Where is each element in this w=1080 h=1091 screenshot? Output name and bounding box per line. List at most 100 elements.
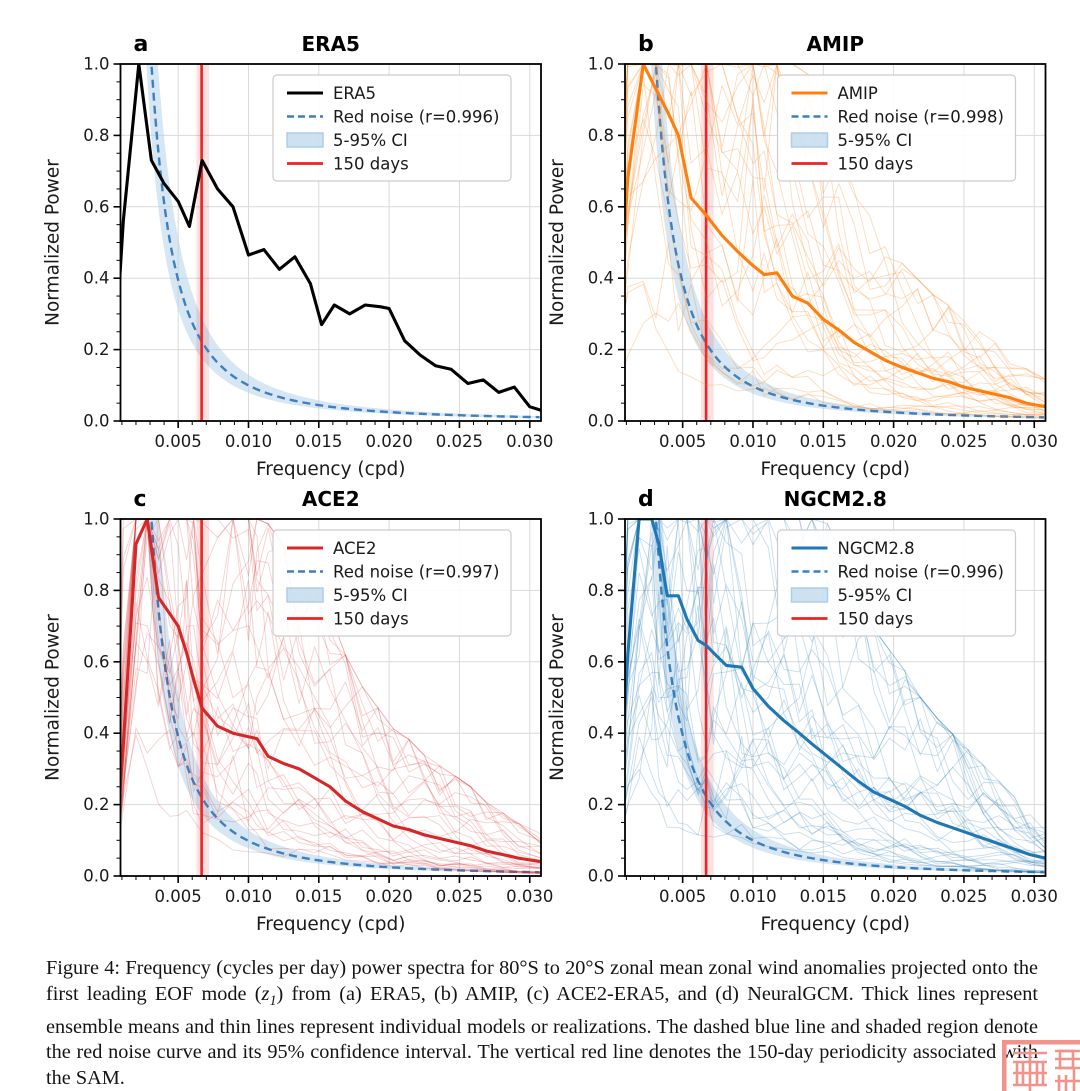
y-tick-label: 1.0 xyxy=(83,510,109,529)
legend-label: 150 days xyxy=(333,610,409,629)
member-line xyxy=(120,519,541,867)
member-line xyxy=(625,548,1046,874)
legend-label: 150 days xyxy=(838,610,914,629)
x-axis-label: Frequency (cpd) xyxy=(256,914,406,935)
member-line xyxy=(120,602,541,874)
member-line xyxy=(625,519,1046,863)
member-line xyxy=(625,64,1046,416)
member-line xyxy=(625,74,1046,406)
member-line xyxy=(625,687,1046,834)
red-noise-curve xyxy=(150,519,540,874)
y-tick-label: 0.4 xyxy=(588,724,614,743)
member-line xyxy=(625,283,1046,415)
member-line xyxy=(625,565,1046,844)
x-tick-label: 0.015 xyxy=(800,887,847,906)
member-line xyxy=(625,690,1046,872)
member-line xyxy=(625,64,1046,411)
member-line xyxy=(120,519,541,862)
legend-label: AMIP xyxy=(838,84,878,103)
y-tick-label: 0.4 xyxy=(83,724,109,743)
axis-ticks xyxy=(113,63,531,428)
member-line xyxy=(120,519,541,869)
legend-box xyxy=(776,74,1017,182)
member-line xyxy=(625,519,1046,842)
y-tick-label: 0.6 xyxy=(588,652,614,671)
red-noise-curve xyxy=(150,64,540,419)
member-line xyxy=(120,519,541,873)
member-line xyxy=(625,64,1046,382)
member-line xyxy=(625,519,1046,829)
x-tick-label: 0.025 xyxy=(940,432,987,451)
x-tick-label: 0.015 xyxy=(800,432,847,451)
panel-d: 0.005 0.010 0.015 0.020 0.025 0.030 0.0 0.2 0.4 0… xyxy=(547,487,1058,935)
member-line xyxy=(120,519,541,874)
legend-label: Red noise (r=0.997) xyxy=(333,563,499,582)
member-line xyxy=(625,519,1046,864)
x-tick-label: 0.010 xyxy=(729,432,776,451)
y-tick-label: 0.6 xyxy=(588,197,614,216)
legend-box xyxy=(776,529,1017,637)
member-line xyxy=(625,64,1046,407)
mean-spectrum-line xyxy=(120,519,541,864)
y-axis-label: Normalized Power xyxy=(43,159,64,326)
member-line xyxy=(625,768,1046,874)
panel-title: NGCM2.8 xyxy=(784,487,887,511)
member-line xyxy=(120,726,541,873)
member-line xyxy=(625,64,1046,411)
x-tick-label: 0.005 xyxy=(155,887,202,906)
member-line xyxy=(625,591,1046,860)
panel-letter: b xyxy=(638,32,654,57)
member-line xyxy=(625,519,1046,855)
y-tick-label: 0.0 xyxy=(588,867,614,886)
x-tick-label: 0.020 xyxy=(870,432,917,451)
red-noise-curve xyxy=(654,519,1045,874)
member-line xyxy=(625,64,1046,403)
legend-sample-patch xyxy=(790,132,829,148)
legend: ACE2 Red noise (r=0.997) 5-95% CI 150 days xyxy=(272,529,512,637)
y-tick-label: 0.8 xyxy=(588,581,614,600)
confidence-interval-band xyxy=(146,64,540,418)
y-axis-label: Normalized Power xyxy=(43,614,64,781)
legend: NGCM2.8 Red noise (r=0.996) 5-95% CI 150 da… xyxy=(776,529,1017,637)
legend-box xyxy=(272,529,512,637)
member-line xyxy=(625,519,1046,839)
member-line xyxy=(625,624,1046,873)
member-line xyxy=(120,519,541,870)
legend-label: 5-95% CI xyxy=(838,586,913,605)
y-axis-label: Normalized Power xyxy=(547,159,568,326)
x-tick-label: 0.025 xyxy=(940,887,987,906)
x-tick-label: 0.015 xyxy=(295,432,342,451)
panel-c: 0.005 0.010 0.015 0.020 0.025 0.030 0.0 0.2 0.4 0… xyxy=(43,487,554,935)
member-line xyxy=(120,733,541,874)
x-tick-label: 0.010 xyxy=(729,887,776,906)
x-tick-label: 0.030 xyxy=(506,432,553,451)
member-line xyxy=(625,519,1046,849)
member-line xyxy=(625,519,1046,832)
member-line xyxy=(120,519,541,868)
panel-title: AMIP xyxy=(807,32,864,56)
legend-sample-patch xyxy=(790,587,829,603)
y-tick-label: 1.0 xyxy=(588,510,614,529)
panel-letter: a xyxy=(134,32,149,57)
member-line xyxy=(625,528,1046,868)
legend-label: 5-95% CI xyxy=(333,131,408,150)
x-axis-label: Frequency (cpd) xyxy=(760,459,910,480)
legend-label: 150 days xyxy=(333,155,409,174)
caption-z1-symbol: z1 xyxy=(261,982,277,1009)
y-axis-label: Normalized Power xyxy=(547,614,568,781)
y-tick-label: 1.0 xyxy=(83,55,109,74)
member-line xyxy=(625,242,1046,417)
legend: AMIP Red noise (r=0.998) 5-95% CI 150 days xyxy=(776,74,1017,182)
member-line xyxy=(120,519,541,869)
legend-label: 150 days xyxy=(838,155,914,174)
seal-glyph-left xyxy=(1013,1049,1047,1091)
member-line xyxy=(625,551,1046,854)
legend-label: Red noise (r=0.996) xyxy=(838,563,1004,582)
legend-label: Red noise (r=0.998) xyxy=(838,108,1004,127)
x-tick-label: 0.020 xyxy=(870,887,917,906)
member-line xyxy=(625,519,1046,872)
y-tick-label: 0.0 xyxy=(83,867,109,886)
y-tick-label: 0.2 xyxy=(83,340,109,359)
x-tick-label: 0.020 xyxy=(365,887,412,906)
y-tick-label: 0.8 xyxy=(83,581,109,600)
